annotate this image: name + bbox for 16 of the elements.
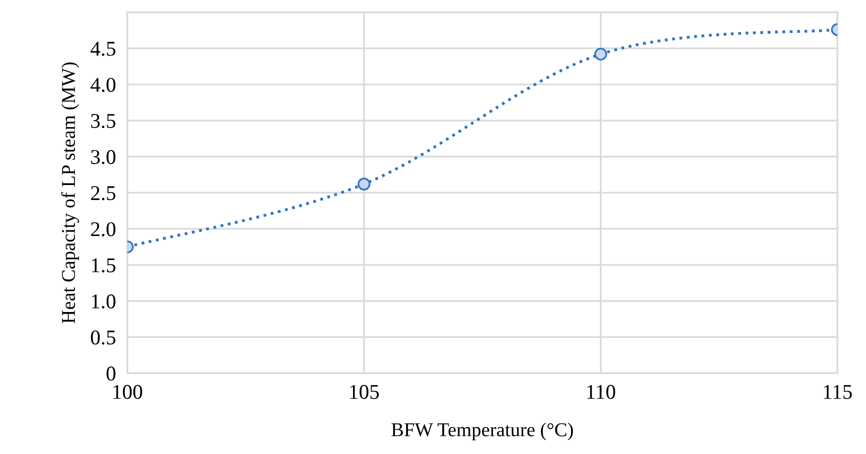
y-tick-label: 3.0 [91,150,116,164]
y-tick-label: 2.0 [91,222,116,236]
x-tick-label: 105 [350,384,379,399]
y-tick-label: 1.5 [92,258,116,272]
x-tick-label: 100 [114,384,142,399]
y-tick-label: 0.5 [90,330,116,345]
y-tick-label: 3.5 [91,114,116,128]
x-axis-title: BFW Temperature (°C) [392,422,573,440]
y-axis-title: Heat Capacity of LP steam (MW) [61,62,80,324]
y-tick-label: 0 [106,366,116,381]
y-tick-label: 2.5 [91,186,116,200]
y-tick-label: 4.0 [90,78,116,92]
y-tick-label: 4.5 [90,42,116,56]
x-tick-label: 115 [824,385,852,399]
x-tick-label: 110 [587,384,616,399]
y-tick-label: 1.0 [92,294,116,309]
